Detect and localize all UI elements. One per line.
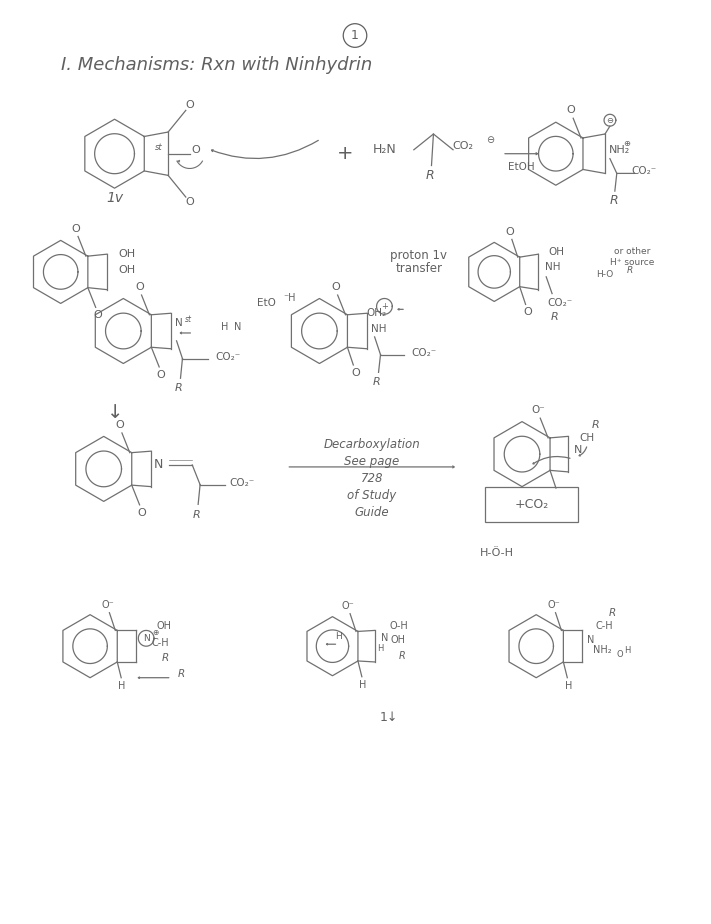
Text: NH: NH: [545, 262, 561, 272]
Text: O: O: [567, 105, 576, 116]
Text: O: O: [523, 308, 532, 317]
Text: R: R: [373, 377, 380, 387]
Text: proton 1v: proton 1v: [390, 249, 447, 261]
Text: 728: 728: [360, 472, 383, 485]
Text: R: R: [425, 169, 434, 182]
Text: NH: NH: [371, 324, 386, 334]
Text: O: O: [137, 507, 146, 517]
Text: H: H: [378, 644, 384, 652]
Text: R: R: [178, 669, 185, 679]
Text: CO₂: CO₂: [452, 140, 474, 151]
Text: CO₂⁻: CO₂⁻: [411, 347, 437, 358]
Text: OH: OH: [118, 265, 135, 275]
Text: EtOH: EtOH: [508, 162, 535, 172]
Text: H: H: [335, 632, 342, 641]
Text: O: O: [351, 368, 360, 378]
Text: of Study: of Study: [347, 489, 396, 502]
Text: 1: 1: [351, 29, 359, 42]
Text: ⊕: ⊕: [623, 140, 630, 149]
Text: ⊖: ⊖: [486, 135, 494, 145]
Text: R: R: [609, 608, 616, 618]
Text: See page: See page: [344, 455, 400, 468]
Text: R: R: [175, 383, 183, 393]
Text: O: O: [616, 650, 623, 659]
Text: H: H: [624, 646, 631, 654]
Text: NH₂: NH₂: [609, 145, 631, 154]
Text: R: R: [592, 419, 599, 430]
Text: Decarboxylation: Decarboxylation: [324, 438, 420, 451]
Text: H-Ö-H: H-Ö-H: [480, 548, 514, 557]
Text: transfer: transfer: [395, 262, 442, 275]
Text: C-H: C-H: [151, 638, 169, 649]
Text: N: N: [380, 633, 388, 643]
Text: ↓: ↓: [107, 403, 123, 422]
Text: H: H: [119, 681, 126, 690]
Text: O⁻: O⁻: [547, 600, 560, 610]
Text: O-H: O-H: [390, 622, 409, 631]
Text: R: R: [551, 312, 559, 322]
Text: R: R: [192, 510, 200, 520]
Text: O: O: [331, 282, 340, 292]
Text: N: N: [143, 634, 149, 643]
Text: R: R: [626, 266, 633, 275]
Text: +CO₂: +CO₂: [514, 498, 549, 511]
Text: R: R: [609, 194, 618, 208]
Text: ⊖: ⊖: [606, 116, 614, 125]
Text: OH: OH: [156, 622, 171, 631]
Text: N: N: [175, 318, 183, 328]
Text: CO₂⁻: CO₂⁻: [230, 478, 255, 488]
Text: O: O: [72, 224, 80, 234]
Text: H⁺ source: H⁺ source: [610, 258, 655, 266]
Text: O: O: [93, 310, 102, 321]
Text: H: H: [359, 680, 367, 689]
Text: st: st: [185, 315, 192, 323]
Text: O: O: [186, 197, 194, 207]
Text: or other: or other: [614, 247, 651, 256]
Text: 1v: 1v: [106, 191, 123, 205]
Text: N: N: [234, 322, 241, 332]
Text: R: R: [162, 653, 169, 663]
Text: N: N: [154, 458, 164, 471]
Text: CO₂⁻: CO₂⁻: [631, 166, 657, 176]
Text: CH: CH: [579, 433, 595, 444]
Text: O: O: [135, 282, 144, 292]
Text: +: +: [381, 302, 388, 310]
Text: O: O: [116, 420, 124, 430]
Text: O: O: [191, 145, 200, 154]
Text: N: N: [573, 445, 582, 456]
Text: O: O: [506, 226, 514, 237]
Text: H: H: [565, 681, 572, 690]
Text: R: R: [399, 651, 405, 661]
Text: O: O: [157, 370, 166, 380]
Text: EtO: EtO: [257, 298, 276, 309]
Text: ⁻H: ⁻H: [283, 293, 296, 302]
Text: NH₂: NH₂: [593, 645, 611, 655]
Text: OH: OH: [390, 636, 406, 645]
Text: O⁻: O⁻: [342, 601, 355, 611]
Text: O⁻: O⁻: [531, 406, 545, 415]
Text: Guide: Guide: [354, 505, 389, 518]
Text: 1↓: 1↓: [380, 711, 398, 723]
Text: O: O: [186, 101, 194, 111]
Text: I. Mechanisms: Rxn with Ninhydrin: I. Mechanisms: Rxn with Ninhydrin: [61, 56, 372, 74]
Text: C-H: C-H: [595, 622, 613, 631]
Text: O⁻: O⁻: [101, 600, 114, 610]
Text: ⊕: ⊕: [152, 628, 158, 637]
Text: H₂N: H₂N: [373, 143, 396, 156]
Text: OH₂: OH₂: [366, 309, 387, 318]
Text: OH: OH: [548, 248, 564, 257]
Text: +: +: [337, 144, 353, 164]
Text: H: H: [221, 322, 228, 332]
Text: OH: OH: [118, 249, 135, 259]
Text: CO₂⁻: CO₂⁻: [547, 298, 572, 309]
Text: N: N: [587, 636, 594, 645]
Text: H-O: H-O: [597, 271, 614, 279]
Text: CO₂⁻: CO₂⁻: [215, 352, 240, 361]
Text: st: st: [155, 143, 163, 152]
